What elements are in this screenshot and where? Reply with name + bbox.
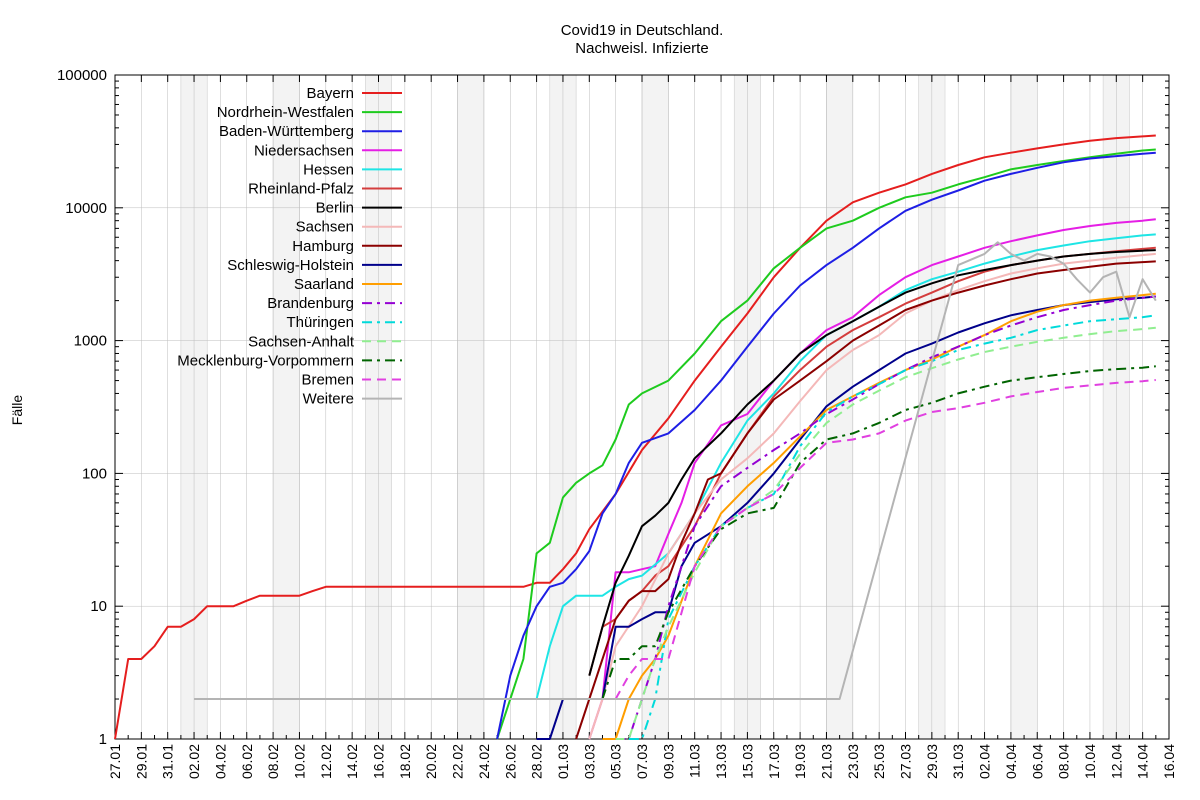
weekend-band <box>272 74 300 740</box>
legend: Bayern Nordrhein-Westfalen Baden-Württembe… <box>177 85 402 408</box>
x-tick-label: 29.01 <box>133 744 149 779</box>
x-tick-label: 07.03 <box>634 744 650 779</box>
x-tick-label: 17.03 <box>766 744 782 779</box>
series-line-hessen <box>535 233 1156 700</box>
legend-label: Nordrhein-Westfalen <box>217 104 354 121</box>
series-line-weitere <box>194 241 1157 700</box>
chart-subtitle: Nachweisl. Infizierte <box>575 40 708 57</box>
x-tick-label: 21.03 <box>818 744 834 779</box>
x-tick-label: 15.03 <box>739 744 755 779</box>
series-line-bremen <box>614 379 1156 700</box>
x-tick-label: 04.02 <box>212 744 228 779</box>
legend-label: Bremen <box>301 372 354 389</box>
legend-label: Saarland <box>294 276 354 293</box>
x-tick-label: 12.04 <box>1108 744 1124 779</box>
series-line-rheinland-pfalz <box>588 246 1156 676</box>
x-tick-label: 05.03 <box>608 744 624 779</box>
axes: 1 10 100 1000 10000 100000 27.01 29.01 31.01 02.0… <box>57 67 1177 779</box>
weekend-band <box>457 74 485 740</box>
x-tick-label: 10.04 <box>1082 744 1098 779</box>
legend-label: Baden-Württemberg <box>219 123 354 140</box>
series-line-hamburg <box>575 260 1156 740</box>
x-tick-label: 22.02 <box>450 744 466 779</box>
x-tick-label: 19.03 <box>792 744 808 779</box>
x-tick-label: 14.02 <box>344 744 360 779</box>
legend-label: Thüringen <box>286 314 354 331</box>
x-tick-label: 11.03 <box>687 744 703 778</box>
x-tick-label: 31.01 <box>160 744 176 779</box>
legend-label: Hamburg <box>292 238 354 255</box>
legend-label: Bayern <box>306 85 354 102</box>
x-tick-label: 16.04 <box>1161 744 1177 779</box>
y-tick-label: 1000 <box>74 333 107 350</box>
legend-label: Mecklenburg-Vorpommern <box>177 352 354 369</box>
y-tick-label: 10 <box>90 598 107 615</box>
y-tick-label: 1 <box>99 731 107 748</box>
series-line-nordrhein-westfalen <box>496 148 1156 740</box>
x-tick-label: 20.02 <box>423 744 439 779</box>
series-line-mecklenburg-vorpommern <box>601 365 1156 700</box>
series-line-bayern <box>114 134 1156 740</box>
series-lines <box>114 134 1157 740</box>
series-line-brandenburg <box>615 295 1156 740</box>
x-tick-label: 28.02 <box>529 744 545 779</box>
weekend-band <box>1010 74 1038 740</box>
legend-label: Rheinland-Pfalz <box>248 181 354 198</box>
series-line-th-ringen <box>628 314 1156 740</box>
x-tick-label: 26.02 <box>502 744 518 779</box>
y-tick-label: 10000 <box>65 200 107 217</box>
series-line-baden-w-rttemberg <box>496 151 1156 740</box>
x-tick-label: 06.02 <box>239 744 255 779</box>
x-tick-label: 02.02 <box>186 744 202 779</box>
y-tick-label: 100000 <box>57 67 107 84</box>
x-tick-label: 16.02 <box>371 744 387 779</box>
x-tick-label: 23.03 <box>845 744 861 779</box>
x-tick-label: 18.02 <box>397 744 413 779</box>
x-tick-label: 27.03 <box>898 744 914 779</box>
legend-label: Schleswig-Holstein <box>227 257 354 274</box>
x-tick-label: 13.03 <box>713 744 729 779</box>
series-line-sachsen <box>588 252 1156 740</box>
x-tick-label: 06.04 <box>1029 744 1045 779</box>
chart-title: Covid19 in Deutschland. <box>561 22 724 39</box>
legend-label: Hessen <box>303 161 354 178</box>
x-tick-label: 03.03 <box>581 744 597 779</box>
legend-label: Sachsen <box>296 219 354 236</box>
x-tick-label: 12.02 <box>318 744 334 779</box>
legend-label: Niedersachsen <box>254 142 354 159</box>
legend-label: Brandenburg <box>267 295 354 312</box>
x-tick-label: 09.03 <box>660 744 676 779</box>
x-tick-label: 08.02 <box>265 744 281 779</box>
x-tick-label: 29.03 <box>924 744 940 779</box>
x-tick-label: 01.03 <box>555 744 571 779</box>
x-tick-label: 10.02 <box>291 744 307 779</box>
legend-label: Berlin <box>316 200 354 217</box>
x-tick-label: 04.04 <box>1003 744 1019 779</box>
legend-label: Weitere <box>303 391 354 408</box>
x-tick-label: 14.04 <box>1135 744 1151 779</box>
y-axis-label: Fälle <box>9 395 25 426</box>
weekend-band <box>641 74 669 740</box>
x-tick-label: 08.04 <box>1056 744 1072 779</box>
y-tick-label: 100 <box>82 465 107 482</box>
series-line-sachsen-anhalt <box>615 326 1156 740</box>
series-line-niedersachsen <box>588 218 1156 740</box>
series-line-berlin <box>588 249 1156 676</box>
x-tick-label: 24.02 <box>476 744 492 779</box>
x-tick-label: 25.03 <box>871 744 887 779</box>
x-tick-label: 27.01 <box>107 744 123 779</box>
legend-label: Sachsen-Anhalt <box>248 333 355 350</box>
x-tick-label: 31.03 <box>950 744 966 779</box>
x-tick-label: 02.04 <box>977 744 993 779</box>
